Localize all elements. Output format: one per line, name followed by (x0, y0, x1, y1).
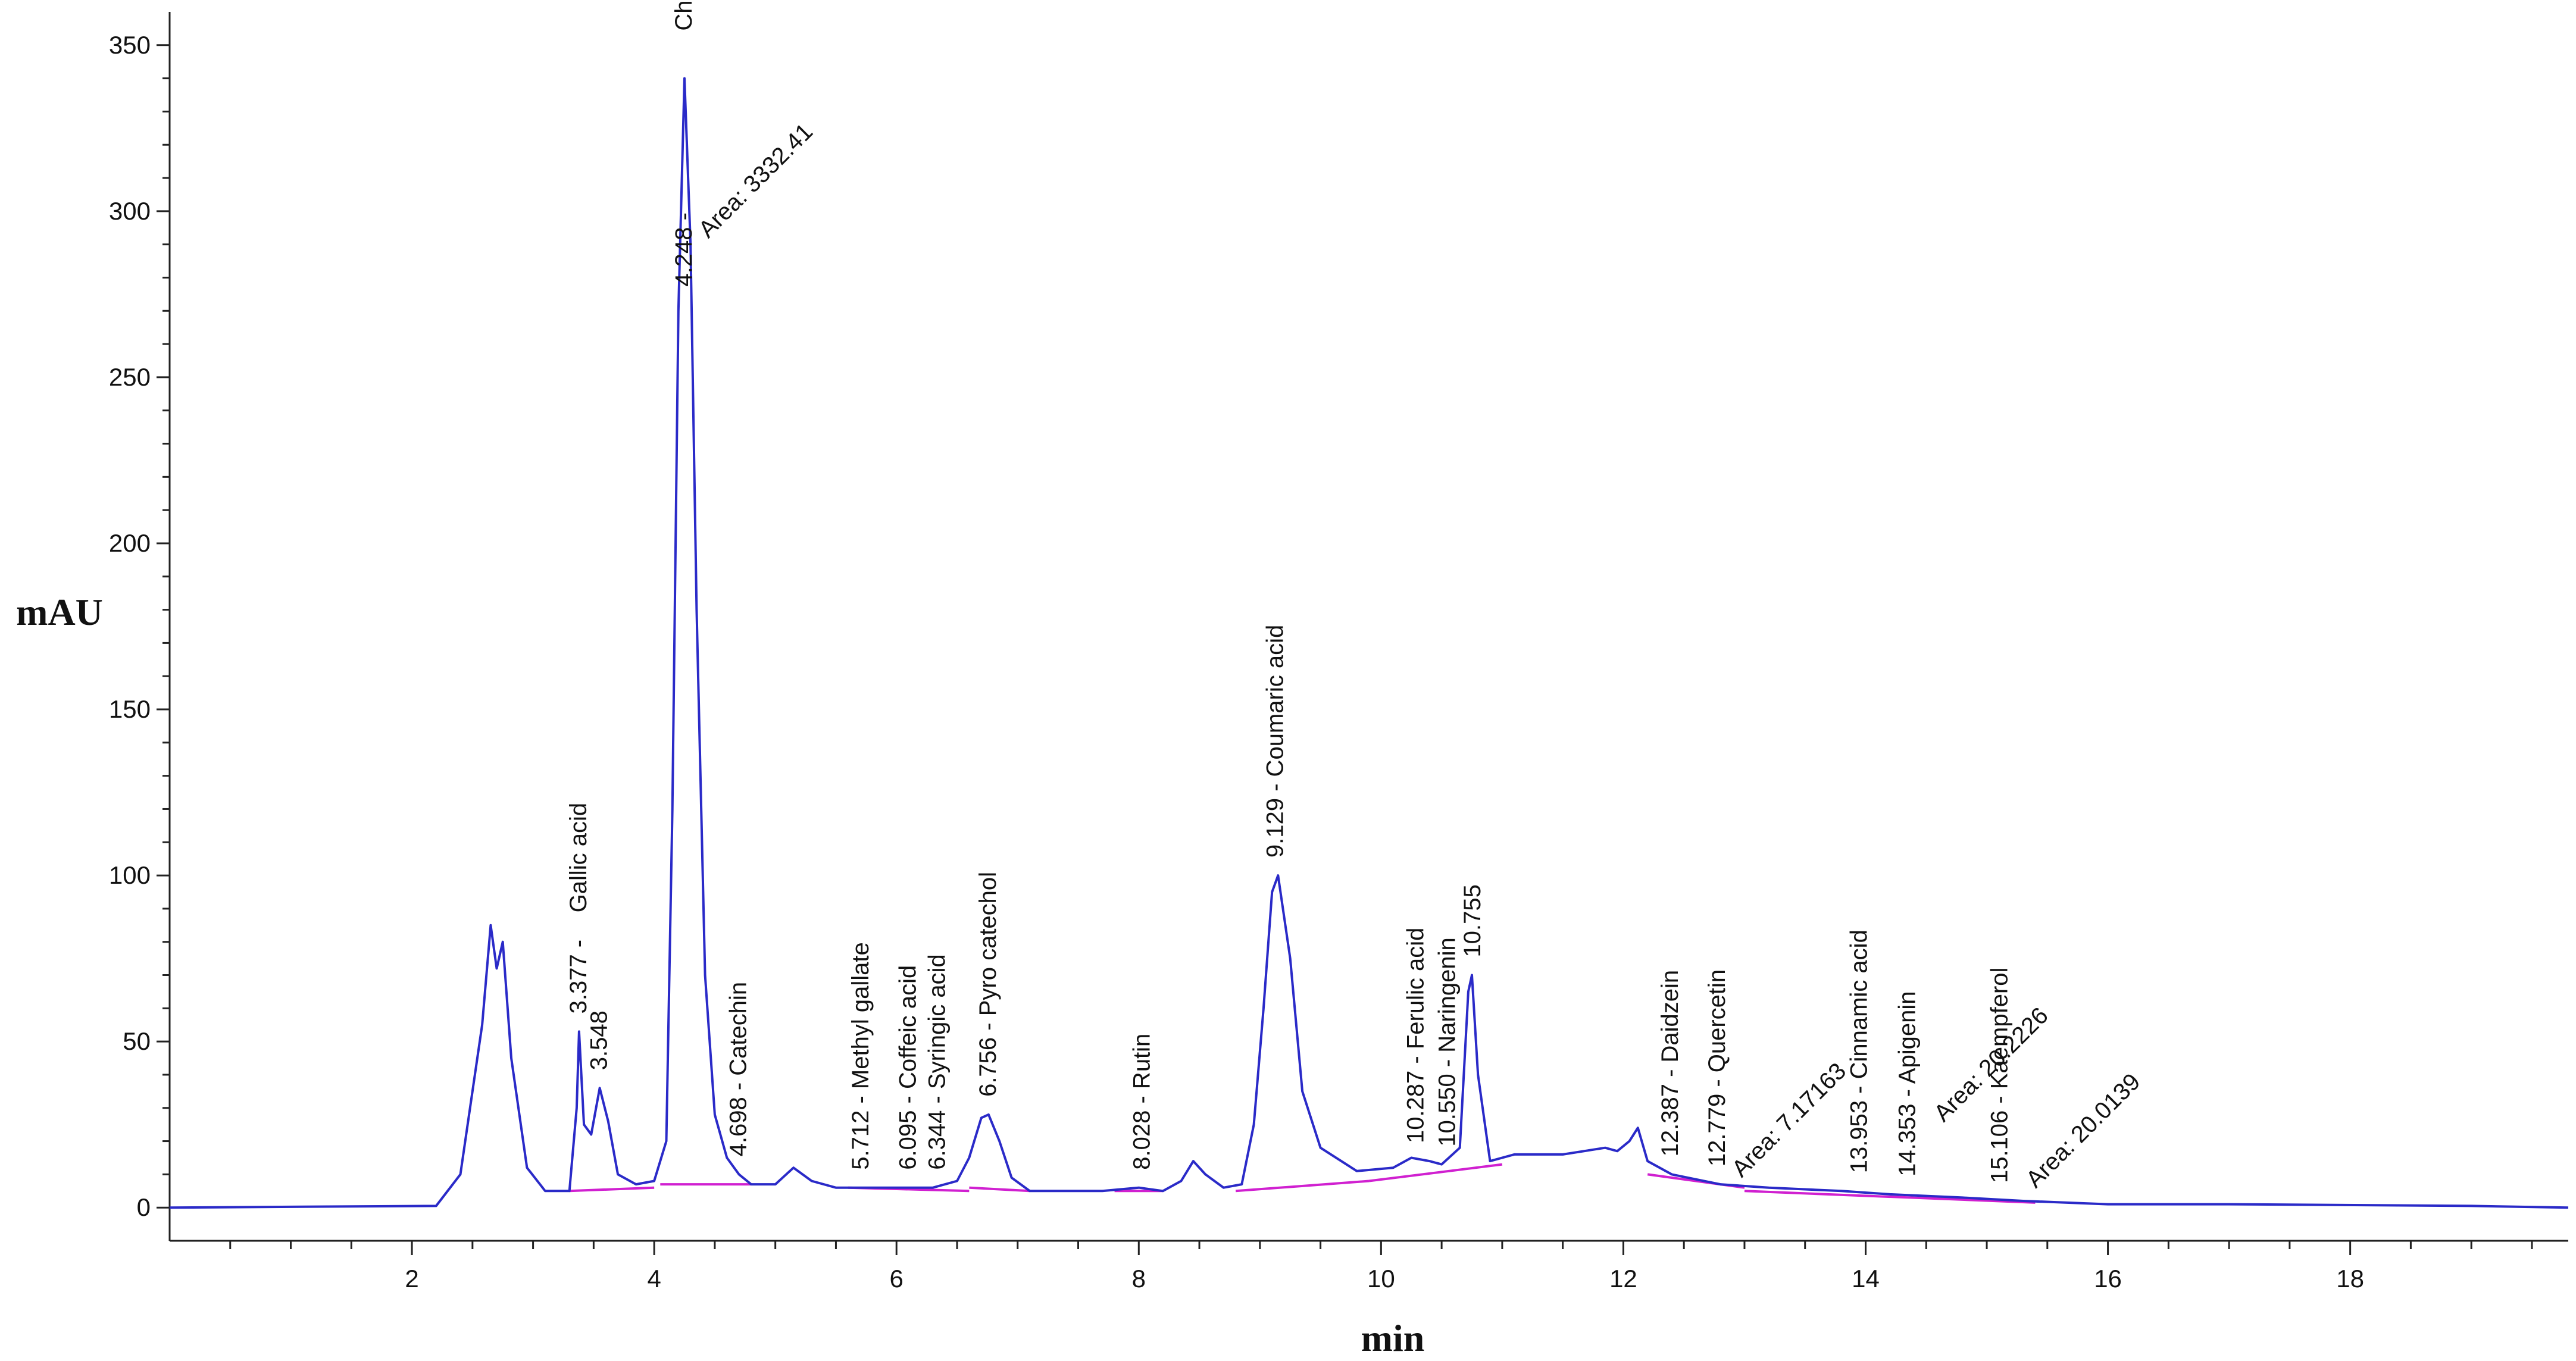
peak-label: 3.548 (586, 1010, 612, 1070)
peak-label: 14.353 - Apigenin (1895, 991, 1921, 1176)
peak-label: 12.387 - Daidzein (1657, 970, 1683, 1157)
peak-label: 3.377 - (565, 940, 592, 1014)
y-axis-title: mAU (16, 591, 103, 633)
x-tick-label: 2 (405, 1265, 418, 1293)
peak-label: 10.755 (1459, 884, 1486, 957)
baseline-segment (1744, 1190, 2036, 1204)
y-tick-label: 150 (109, 695, 151, 723)
peak-label: Area: 3332.41 (693, 118, 818, 243)
y-tick-label: 200 (109, 529, 151, 557)
baseline-segment (1235, 1179, 1370, 1193)
x-tick-label: 8 (1132, 1265, 1146, 1293)
peak-label: 8.028 - Rutin (1128, 1034, 1155, 1170)
peak-label: 6.756 - Pyro catechol (975, 872, 1001, 1097)
baseline-segment (969, 1186, 1030, 1193)
x-tick-label: 18 (2336, 1265, 2364, 1293)
y-tick-label: 300 (109, 197, 151, 225)
peak-label: 10.550 - Naringenin (1434, 937, 1460, 1146)
y-tick-label: 50 (123, 1027, 151, 1055)
peak-label: 4.698 - Catechin (726, 982, 752, 1157)
y-tick-label: 250 (109, 363, 151, 391)
baseline-segment (569, 1186, 655, 1193)
peak-label: Area: 7.17163 (1727, 1058, 1851, 1182)
peak-label: 10.287 - Ferulic acid (1402, 928, 1428, 1143)
x-tick-label: 6 (890, 1265, 904, 1293)
peak-label: 15.106 - Kaempferol (1986, 968, 2012, 1183)
x-tick-label: 4 (647, 1265, 661, 1293)
peak-label: 13.953 - Cinnamic acid (1846, 930, 1872, 1173)
peak-label: Gallic acid (565, 803, 592, 913)
trace (169, 77, 2569, 1209)
x-tick-label: 16 (2094, 1265, 2122, 1293)
peak-label: 6.095 - Coffeic acid (895, 965, 921, 1170)
peak-label: Area: 20.0139 (2021, 1069, 2146, 1193)
peak-label: 9.129 - Coumaric acid (1262, 625, 1288, 858)
y-tick-label: 100 (109, 861, 151, 889)
peak-label: 5.712 - Methyl gallate (848, 942, 874, 1169)
y-tick-label: 350 (109, 31, 151, 59)
x-tick-label: 14 (1852, 1265, 1880, 1293)
ticks: 0 50 100 150 200 250 300 350 2 4 6 8 10 12 14 16 18 (109, 31, 2533, 1293)
peak-label: Chlorogenic acid (671, 0, 697, 31)
baseline-segment (1368, 1163, 1503, 1182)
x-tick-label: 12 (1609, 1265, 1637, 1293)
peak-label: 4.248 - (671, 212, 697, 287)
peak-label: 6.344 - Syringic acid (924, 954, 950, 1169)
x-tick-label: 10 (1367, 1265, 1395, 1293)
peak-labels: Gallic acid 3.377 -3.548 4.248 - Chlorogeni… (565, 0, 2146, 1193)
y-tick-label: 0 (137, 1193, 151, 1221)
peak-label: 12.779 - Quercetin (1704, 969, 1730, 1166)
chromatogram-trace (169, 77, 2569, 1209)
axes (168, 12, 2568, 1242)
x-axis-title: min (1361, 1317, 1425, 1359)
